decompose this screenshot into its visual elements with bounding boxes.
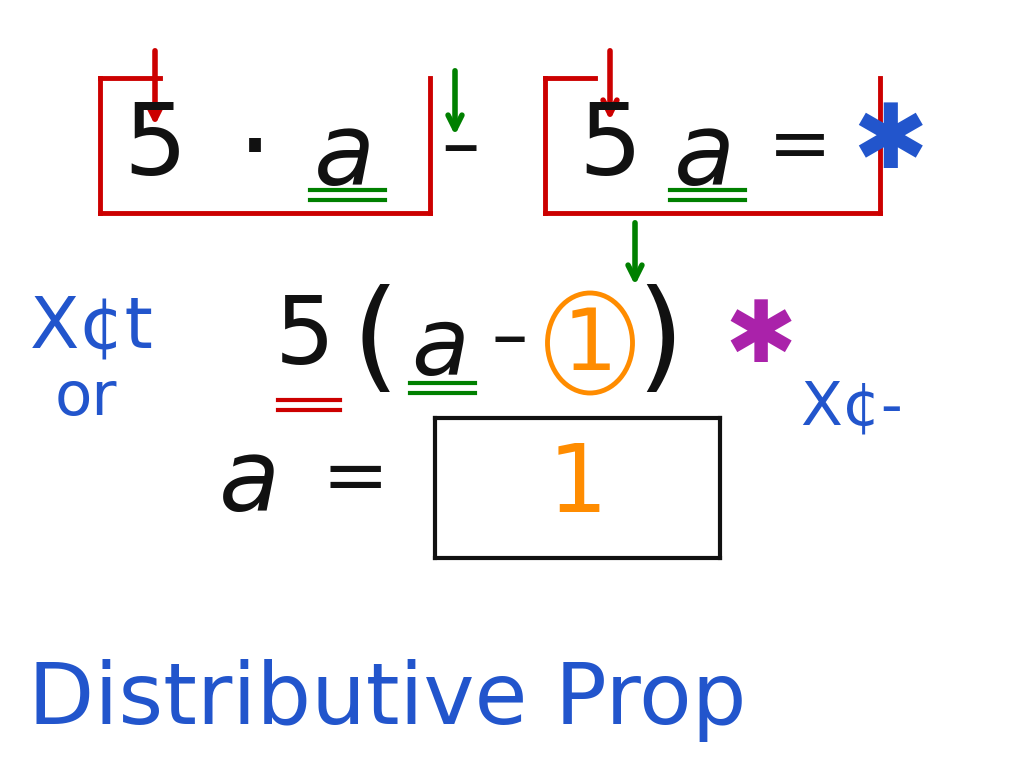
Text: X¢t: X¢t bbox=[30, 293, 154, 362]
Text: 5: 5 bbox=[579, 100, 642, 197]
Text: a: a bbox=[411, 303, 469, 393]
Text: Distributive Prop: Distributive Prop bbox=[28, 658, 746, 741]
Text: or: or bbox=[55, 369, 118, 428]
Text: 5: 5 bbox=[274, 292, 335, 384]
Text: X¢-: X¢- bbox=[800, 379, 903, 438]
Text: 1: 1 bbox=[548, 440, 608, 532]
Text: 1: 1 bbox=[562, 304, 617, 388]
Text: (: ( bbox=[351, 284, 398, 402]
Text: a: a bbox=[314, 110, 376, 207]
Text: –: – bbox=[492, 306, 528, 375]
Text: =: = bbox=[768, 111, 831, 185]
Text: =: = bbox=[322, 441, 389, 519]
Text: 5: 5 bbox=[123, 100, 186, 197]
Text: a: a bbox=[219, 435, 281, 531]
Text: ✱: ✱ bbox=[724, 296, 796, 379]
Text: ·: · bbox=[237, 98, 273, 208]
Text: a: a bbox=[675, 110, 735, 207]
Text: ): ) bbox=[636, 284, 684, 402]
Text: ✱: ✱ bbox=[852, 99, 928, 187]
Text: –: – bbox=[441, 111, 479, 185]
